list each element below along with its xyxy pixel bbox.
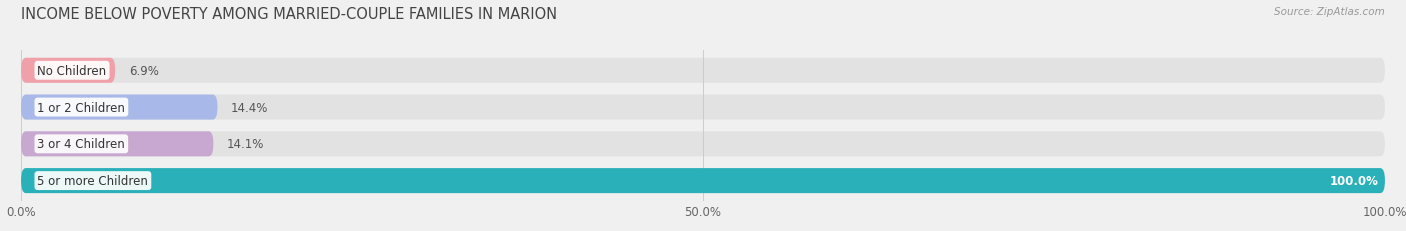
FancyBboxPatch shape xyxy=(21,58,1385,83)
FancyBboxPatch shape xyxy=(21,132,214,157)
Text: 100.0%: 100.0% xyxy=(1329,174,1378,187)
Text: 5 or more Children: 5 or more Children xyxy=(38,174,148,187)
Text: 3 or 4 Children: 3 or 4 Children xyxy=(38,138,125,151)
FancyBboxPatch shape xyxy=(21,95,218,120)
FancyBboxPatch shape xyxy=(21,58,115,83)
FancyBboxPatch shape xyxy=(21,95,1385,120)
Text: 14.4%: 14.4% xyxy=(231,101,269,114)
Text: No Children: No Children xyxy=(38,64,107,77)
Text: INCOME BELOW POVERTY AMONG MARRIED-COUPLE FAMILIES IN MARION: INCOME BELOW POVERTY AMONG MARRIED-COUPL… xyxy=(21,7,557,22)
FancyBboxPatch shape xyxy=(21,168,1385,193)
FancyBboxPatch shape xyxy=(21,132,1385,157)
Text: Source: ZipAtlas.com: Source: ZipAtlas.com xyxy=(1274,7,1385,17)
FancyBboxPatch shape xyxy=(21,168,1385,193)
Text: 6.9%: 6.9% xyxy=(129,64,159,77)
Text: 1 or 2 Children: 1 or 2 Children xyxy=(38,101,125,114)
Text: 14.1%: 14.1% xyxy=(226,138,264,151)
